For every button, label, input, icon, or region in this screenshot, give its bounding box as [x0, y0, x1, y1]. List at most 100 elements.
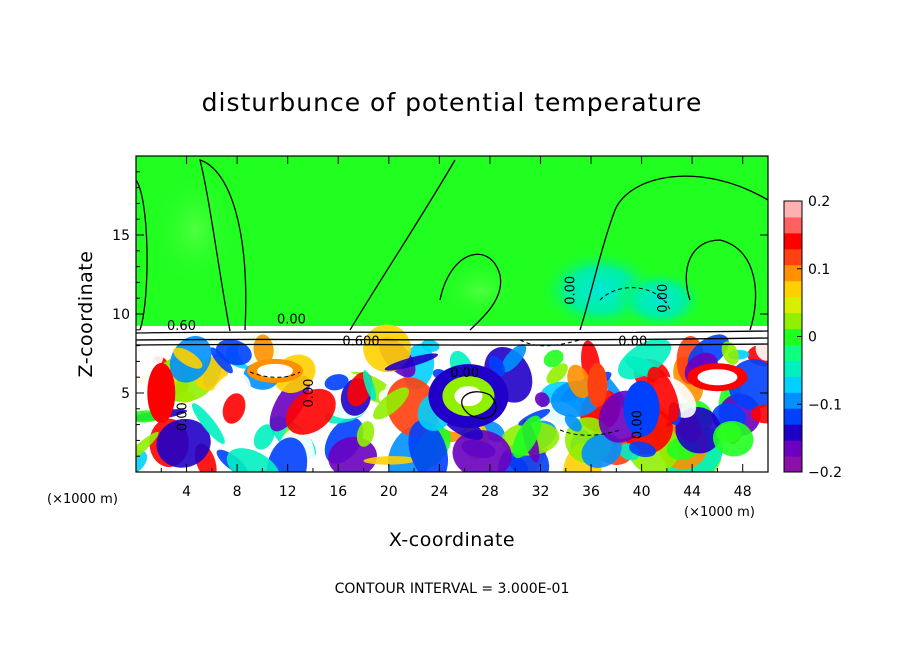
x-tick-label: 24 [430, 484, 448, 500]
contour-line [579, 175, 768, 331]
colorbar-swatch [784, 201, 802, 218]
x-unit-label-left: (×1000 m) [47, 492, 118, 507]
eddy-blob [136, 431, 159, 471]
eddy-blob [408, 420, 449, 472]
colorbar-swatch [784, 280, 802, 298]
contour-line-dashed [519, 339, 581, 347]
colorbar-tick-label: 0.1 [808, 262, 830, 278]
eddy-blob [452, 430, 512, 472]
y-tick-label: 10 [112, 307, 130, 323]
colorbar-swatch [784, 440, 802, 457]
colorbar-swatch [784, 264, 802, 282]
eddy-blob [253, 334, 274, 365]
chart-title: disturbunce of potential temperature [202, 88, 703, 117]
contour-label: 0.00 [656, 284, 671, 313]
contour-line [685, 239, 757, 331]
colorbar-swatch [784, 392, 802, 409]
contour-line [136, 330, 768, 334]
eddy-blob [617, 338, 672, 380]
contour-label: 0.60 [167, 319, 196, 334]
contour-label: 0.00 [564, 276, 579, 305]
eddy-blob [328, 436, 377, 472]
x-tick-label: 32 [532, 484, 550, 500]
x-tick-label: 44 [683, 484, 701, 500]
plot-area [136, 156, 768, 472]
eddy-blob [675, 406, 722, 454]
eddy-swirl [697, 369, 738, 386]
contour-label: 0.00 [176, 402, 191, 431]
eddy-blob [210, 347, 233, 374]
colorbar-tick-label: −0.1 [808, 397, 842, 413]
contour-lines [136, 159, 768, 436]
eddy-blob [755, 339, 768, 361]
contour-label: 0.00 [631, 410, 646, 439]
eddy-blob [363, 370, 377, 401]
upper-weak-patch [440, 260, 520, 320]
eddy-swirl [454, 386, 483, 407]
contour-line [349, 159, 456, 331]
colorbar-swatch [784, 376, 802, 393]
eddy-blob [581, 433, 622, 468]
x-axis-ticks: 4 8 12 16 20 24 28 32 36 40 44 48 [160, 156, 752, 500]
colorbar-swatch [784, 424, 802, 441]
colorbar-swatch [784, 232, 802, 250]
eddy-blob [721, 341, 739, 365]
contour-label: 0.600 [342, 335, 379, 350]
x-tick-label: 20 [380, 484, 398, 500]
y-axis-ticks: 5 10 15 [112, 171, 768, 457]
eddy-blob [546, 363, 568, 384]
eddy-swirl [257, 363, 294, 378]
contour-line [136, 343, 768, 346]
eddy-blob [222, 393, 246, 424]
eddy-blob [564, 414, 582, 432]
x-tick-label: 48 [734, 484, 752, 500]
eddy-blob [421, 339, 440, 352]
contour-label: 0.00 [450, 366, 479, 381]
eddy-blob [136, 325, 165, 376]
eddy-blob [191, 403, 225, 444]
eddy-blob [324, 374, 349, 391]
contour-labels: 0.60 0.00 0.600 0.00 0.00 0.00 0.00 0.00 0.00 0.0… [167, 276, 671, 439]
eddy-swirl [147, 363, 176, 423]
x-tick-label: 28 [481, 484, 499, 500]
colorbar-swatch [784, 328, 802, 345]
colorbar-swatch [784, 408, 802, 425]
colorbar-tick-label: 0 [808, 330, 817, 346]
eddy-blob [373, 387, 410, 420]
colorbar-swatch [784, 344, 802, 361]
eddy-blob [173, 347, 203, 369]
eddy-blob [534, 392, 550, 408]
eddy-blob [750, 404, 768, 424]
colorbar-swatch [784, 296, 802, 314]
eddy-blob [156, 418, 211, 468]
eddy-blob [253, 424, 275, 450]
eddy-blob [226, 448, 281, 472]
colorbar-tick-label: −0.2 [808, 465, 842, 481]
colorbar-tick-label: 0.2 [808, 194, 830, 210]
x-tick-label: 16 [329, 484, 347, 500]
eddy-swirl [587, 363, 608, 408]
y-tick-label: 5 [121, 386, 130, 402]
eddy-blob [363, 324, 412, 373]
contour-label: 0.00 [302, 379, 317, 408]
x-axis-label: X-coordinate [389, 529, 515, 551]
eddy-blob [628, 441, 656, 458]
contour-label: 0.00 [618, 335, 647, 350]
x-tick-label: 36 [582, 484, 600, 500]
contour-line-dashed [599, 287, 671, 311]
eddy-blob [501, 344, 527, 373]
colorbar-swatch [784, 216, 802, 234]
contour-line [461, 391, 497, 419]
eddy-blob [512, 415, 542, 459]
eddy-blob [363, 456, 417, 465]
eddy-blob [567, 364, 591, 399]
eddy-blob [285, 388, 336, 435]
x-unit-label-right: (×1000 m) [684, 505, 755, 520]
x-tick-label: 8 [233, 484, 242, 500]
eddy-blob [266, 437, 308, 472]
colorbar: 0.2 0.1 0 −0.1 −0.2 [783, 194, 842, 481]
contour-line [136, 179, 148, 331]
upper-weak-patch [615, 270, 705, 330]
eddy-blob [712, 420, 754, 457]
